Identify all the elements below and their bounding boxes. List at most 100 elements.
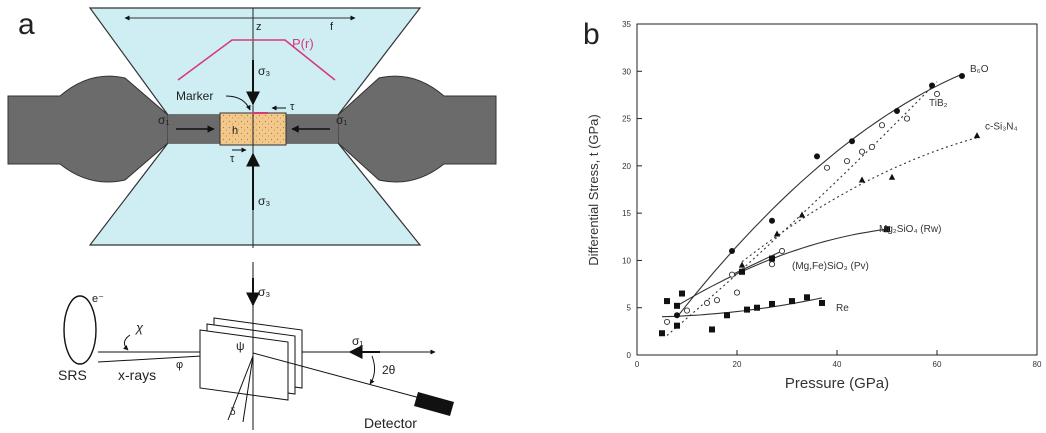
data-point — [959, 73, 965, 80]
two-theta-label: 2θ — [382, 363, 396, 377]
y-tick-label: 20 — [622, 162, 631, 171]
x-tick-label: 80 — [1033, 360, 1042, 369]
fit-line — [661, 297, 823, 318]
y-tick-label: 30 — [622, 67, 631, 76]
data-point — [674, 302, 680, 309]
psi-label: ψ — [236, 339, 245, 353]
data-point — [858, 176, 866, 183]
data-point — [733, 289, 741, 296]
sigma-bottom-label: σ₃ — [258, 194, 270, 208]
y-tick-label: 10 — [622, 256, 631, 265]
xrays-label: x-rays — [118, 367, 156, 383]
panel-a-letter: a — [18, 8, 35, 41]
sample-plate-front — [199, 329, 289, 401]
series-label: c-Si₃N₄ — [985, 122, 1018, 133]
data-point — [894, 108, 900, 115]
pressure-profile-line — [177, 39, 336, 81]
sigma-top-label: σ₃ — [258, 64, 270, 78]
gasket-left — [7, 75, 169, 183]
x-tick-label: 0 — [635, 360, 640, 369]
series-labels: B₆O TiB₂ c-Si₃N₄ Mg₂SiO₄ (Rw) (Mg,Fe)SiO₃ (P… — [792, 64, 1018, 314]
data-point — [858, 148, 866, 155]
fit-line — [666, 81, 938, 336]
y-tick-label: 5 — [627, 304, 632, 313]
tau-bottom-label: τ — [230, 153, 235, 165]
x-tick-label: 60 — [933, 360, 942, 369]
data-point — [738, 261, 746, 268]
sigma-detector-label: σ₁ — [352, 334, 363, 348]
data-point — [804, 294, 810, 301]
data-point — [683, 307, 691, 314]
dim-f-label: f — [330, 21, 334, 33]
y-tick-label: 25 — [622, 115, 631, 124]
ticks: 0 20 40 60 80 0 5 10 15 20 25 30 35 — [622, 20, 1042, 369]
detector-label: Detector — [364, 415, 417, 431]
data-point — [664, 298, 670, 305]
electron-label: e⁻ — [92, 293, 104, 305]
marker-label: Marker — [176, 89, 213, 103]
fit-line — [676, 228, 888, 307]
data-point — [724, 312, 730, 319]
srs-label: SRS — [58, 367, 87, 383]
sigma-left-label: σ₁ — [158, 113, 169, 127]
data-point — [769, 255, 775, 262]
series-label: Re — [836, 303, 849, 314]
detector-body — [414, 392, 454, 416]
data-point — [729, 247, 735, 254]
data-point — [884, 226, 890, 233]
y-tick-label: 0 — [627, 351, 632, 360]
y-tick-label: 15 — [622, 209, 631, 218]
diffracted-beam — [252, 352, 421, 399]
marker-pointer — [225, 95, 251, 111]
srs-ring — [63, 295, 97, 365]
data-point — [929, 82, 935, 89]
data-points — [659, 73, 981, 337]
data-point — [659, 330, 665, 337]
data-point — [888, 173, 896, 180]
delta-label: δ — [230, 407, 236, 418]
data-point — [709, 326, 715, 333]
panel-b: b 0 20 40 60 80 0 5 10 15 20 25 30 35 B₆O TiB₂ c-Si₃N₄… — [583, 18, 1042, 392]
x-axis-label: Pressure (GPa) — [785, 375, 889, 392]
data-point — [773, 230, 781, 237]
sigma-beam-label: σ₃ — [258, 285, 270, 299]
data-point — [703, 299, 711, 307]
data-point — [728, 271, 736, 278]
data-point — [789, 298, 795, 305]
data-point — [663, 318, 671, 325]
data-point — [769, 217, 775, 224]
x-tick-label: 20 — [733, 360, 742, 369]
data-point — [903, 115, 911, 122]
series-label: TiB₂ — [929, 98, 948, 109]
data-point — [713, 297, 721, 304]
data-point — [754, 304, 760, 311]
sigma-right-label: σ₁ — [336, 113, 347, 127]
data-point — [823, 164, 831, 171]
tau-top-label: τ — [290, 101, 295, 113]
data-point — [843, 158, 851, 165]
fit-line — [676, 73, 963, 318]
data-point — [674, 322, 680, 329]
series-label: Mg₂SiO₄ (Rw) — [879, 224, 941, 235]
data-point — [868, 143, 876, 150]
data-point — [819, 299, 825, 306]
series-label: (Mg,Fe)SiO₃ (Pv) — [792, 261, 869, 272]
panel-b-letter: b — [583, 18, 600, 51]
data-point — [798, 211, 806, 218]
x-tick-label: 40 — [833, 360, 842, 369]
data-point — [778, 247, 786, 255]
dim-z-label: z — [256, 21, 262, 33]
delta-line-2 — [242, 355, 254, 423]
data-point — [739, 268, 745, 275]
pressure-profile-label: P(r) — [292, 36, 314, 51]
data-point — [933, 90, 941, 98]
data-point — [768, 261, 776, 268]
data-point — [849, 138, 855, 145]
delta-line — [227, 355, 254, 421]
fit-lines — [661, 73, 978, 336]
data-point — [674, 312, 680, 319]
y-tick-label: 35 — [622, 20, 631, 29]
data-point — [878, 122, 886, 129]
data-point — [679, 290, 685, 297]
data-point — [744, 306, 750, 313]
